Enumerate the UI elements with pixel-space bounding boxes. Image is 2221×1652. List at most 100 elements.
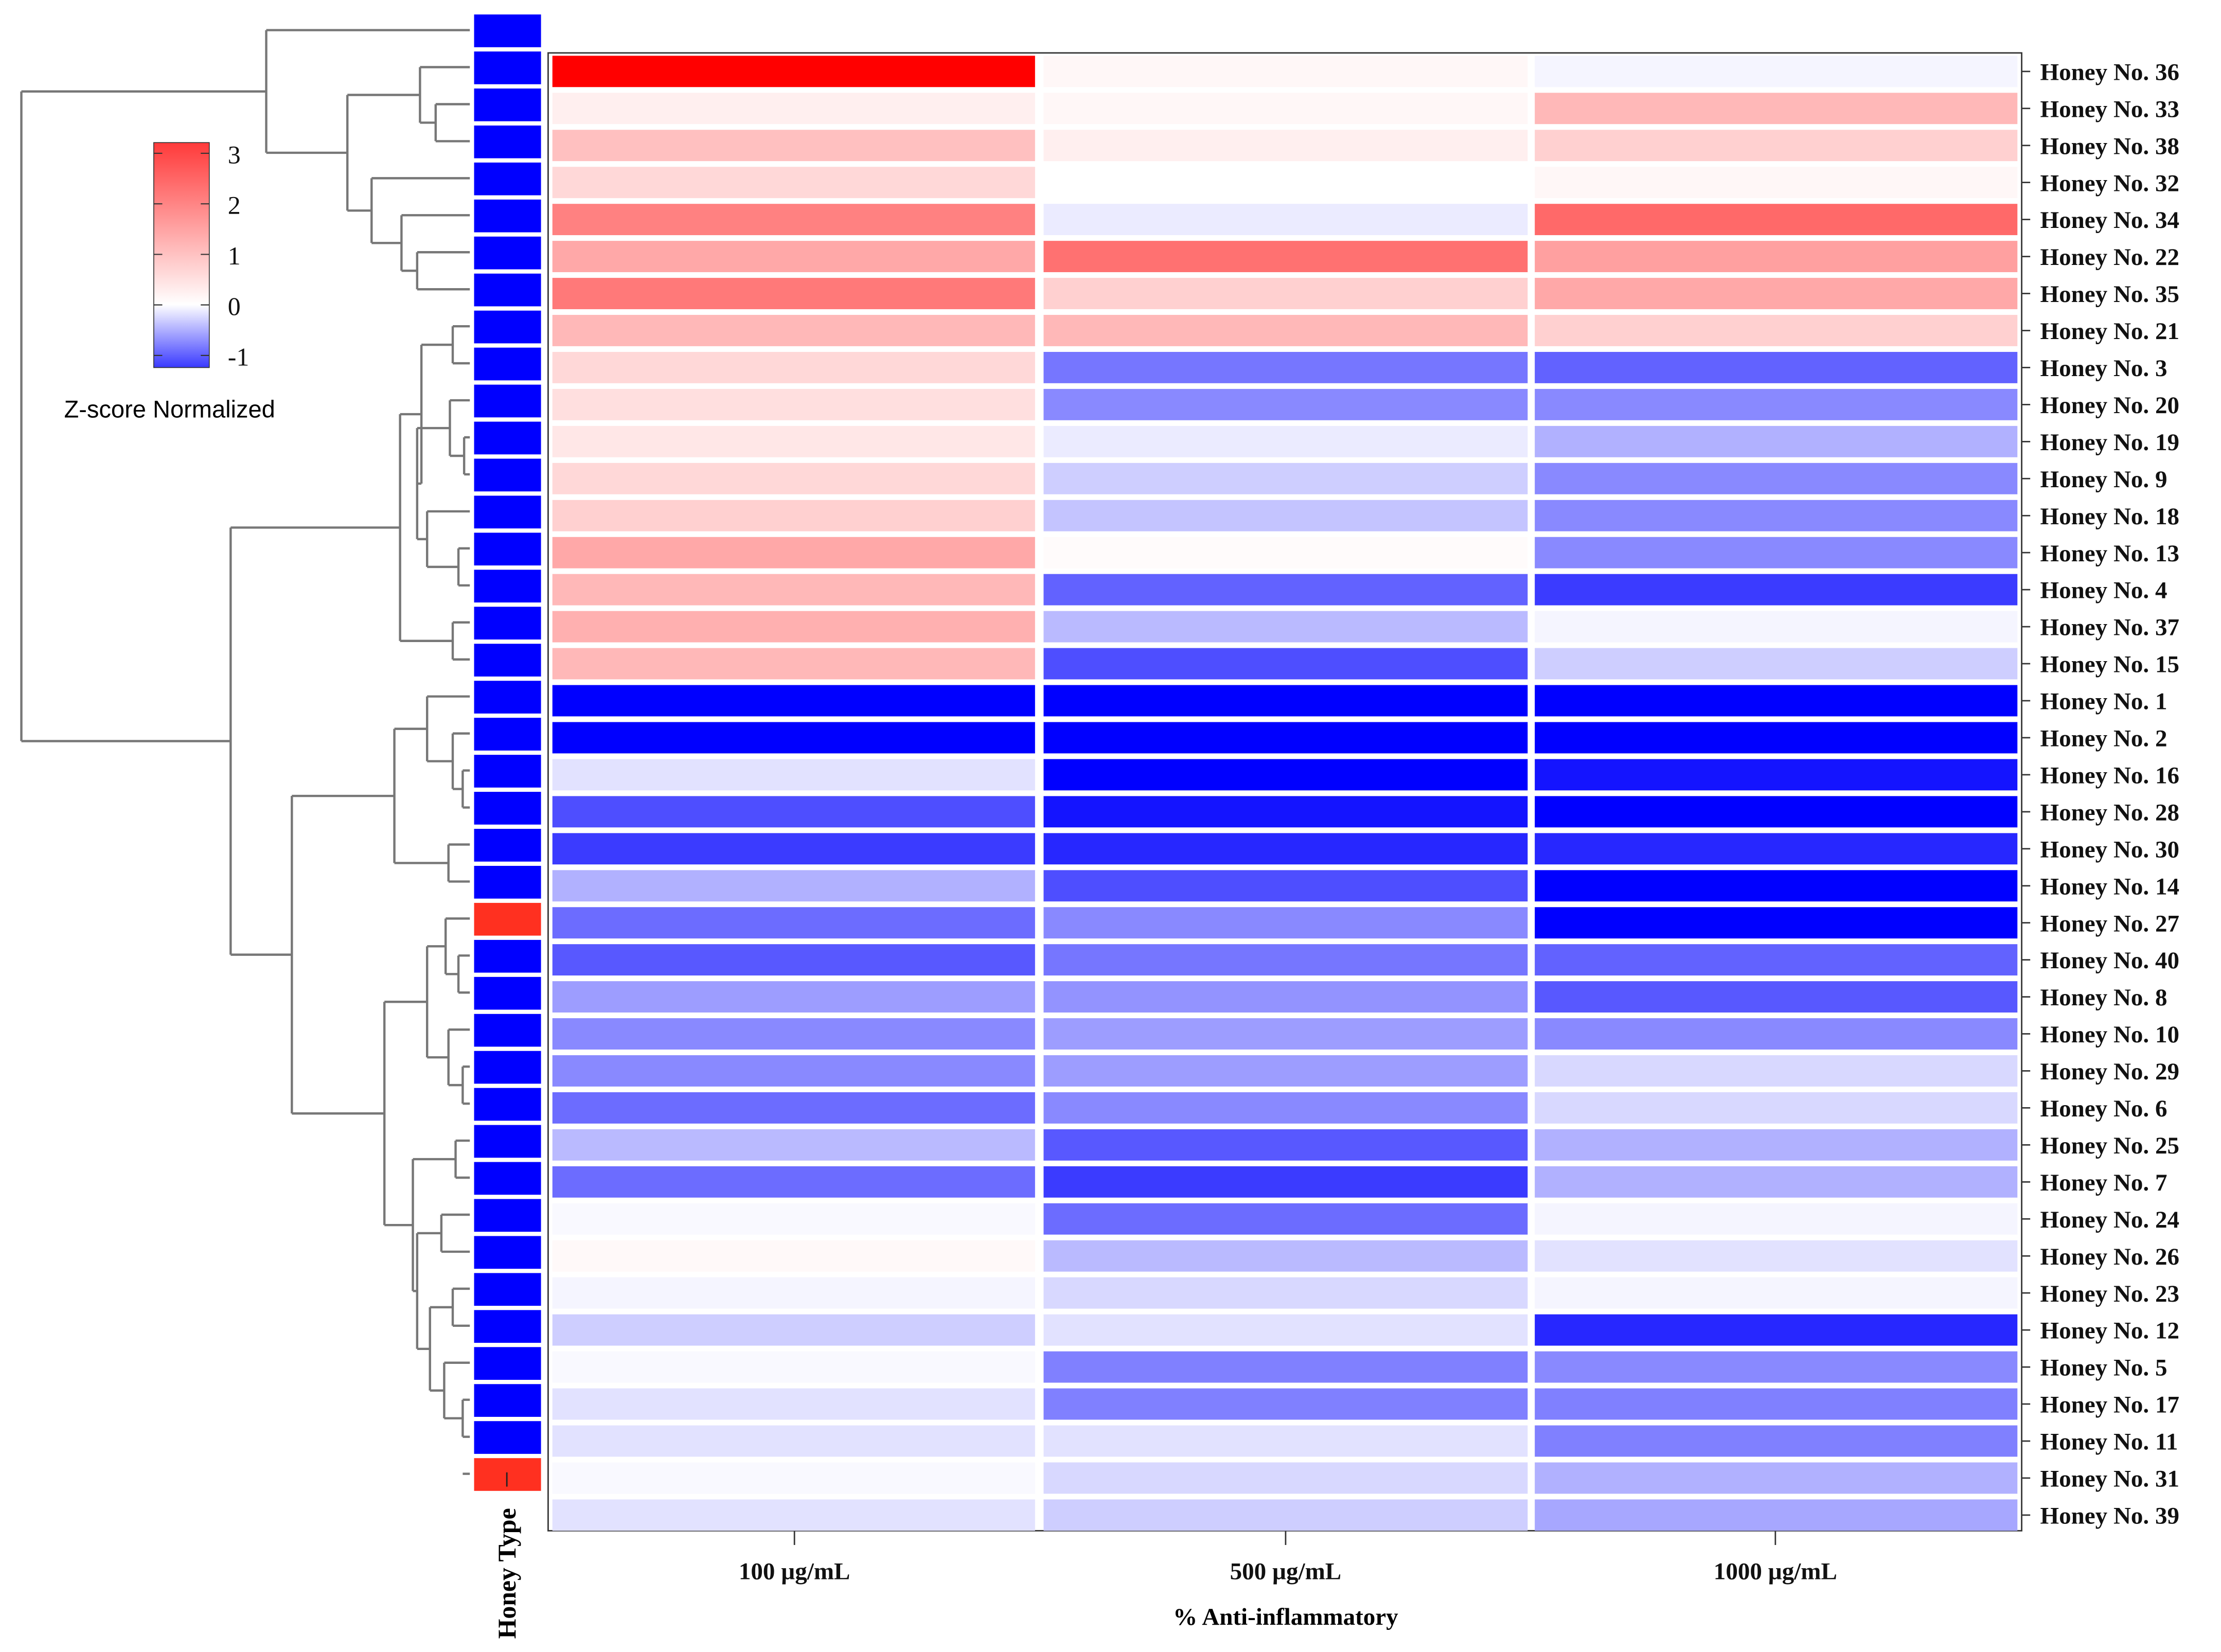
heatmap-cell	[552, 648, 1035, 680]
row-label: Honey No. 6	[2040, 1095, 2167, 1122]
column-labels: 100 µg/mL 500 µg/mL 1000 µg/mL	[739, 1531, 1837, 1585]
honey-type-box	[474, 1162, 541, 1195]
heatmap-cell	[1535, 1277, 2018, 1309]
heatmap-cell	[1043, 1462, 1528, 1494]
honey-type-box	[474, 1051, 541, 1084]
heatmap-cell	[1535, 278, 2018, 309]
honey-type-box	[474, 310, 541, 344]
heatmap-cell	[1043, 56, 1528, 87]
heatmap-cell	[1043, 1425, 1528, 1457]
honey-type-box	[474, 1310, 541, 1343]
heatmap-cell	[1043, 1240, 1528, 1272]
x-axis-label: % Anti-inflammatory	[1173, 1604, 1398, 1630]
row-label: Honey No. 40	[2040, 947, 2179, 974]
heatmap-cell	[1535, 500, 2018, 531]
heatmap-cell	[1535, 463, 2018, 494]
heatmap-cell	[1043, 870, 1528, 902]
heatmap-cell	[1535, 1018, 2018, 1050]
row-label: Honey No. 28	[2040, 799, 2179, 826]
honey-type-box	[474, 236, 541, 270]
heatmap-cell	[1535, 204, 2018, 236]
heatmap-cell	[1535, 1314, 2018, 1346]
heatmap-cell	[552, 167, 1035, 199]
plot-frame	[547, 52, 2022, 1532]
row-label: Honey No. 1	[2040, 688, 2167, 715]
heatmap-cell	[552, 1129, 1035, 1161]
heatmap-cell	[1535, 56, 2018, 87]
heatmap-cell	[1535, 944, 2018, 976]
legend-tick-label: -1	[228, 343, 249, 371]
honey-type-box	[474, 1347, 541, 1380]
row-label: Honey No. 38	[2040, 133, 2179, 159]
column-label: 1000 µg/mL	[1714, 1558, 1837, 1585]
heatmap-cell	[1535, 1092, 2018, 1124]
honey-type-label: Honey Type	[493, 1508, 521, 1639]
heatmap-cell	[1535, 796, 2018, 828]
row-label: Honey No. 22	[2040, 244, 2179, 271]
honey-type-box	[474, 421, 541, 455]
honey-type-box	[474, 199, 541, 233]
legend-tick-label: 1	[228, 242, 241, 270]
heatmap-cell	[552, 241, 1035, 273]
heatmap-cell	[1043, 278, 1528, 309]
heatmap-cell	[1043, 1314, 1528, 1346]
row-labels: Honey No. 36 Honey No. 33 Honey No. 38 Hone…	[2021, 59, 2179, 1529]
heatmap-cell	[552, 537, 1035, 569]
heatmap-cell	[1043, 611, 1528, 643]
row-dendrogram	[20, 29, 470, 1475]
honey-type-box	[474, 273, 541, 307]
honey-type-box	[474, 570, 541, 603]
heatmap-cell	[1043, 944, 1528, 976]
row-label: Honey No. 39	[2040, 1502, 2179, 1529]
heatmap-cell	[1535, 574, 2018, 606]
row-label: Honey No. 30	[2040, 836, 2179, 863]
heatmap-cell	[1535, 1499, 2018, 1531]
heatmap-cell	[1043, 1092, 1528, 1124]
legend-tick-label: 3	[228, 140, 241, 169]
heatmap-cell	[552, 611, 1035, 643]
honey-type-box	[474, 125, 541, 158]
row-label: Honey No. 23	[2040, 1281, 2179, 1307]
row-label: Honey No. 33	[2040, 96, 2179, 122]
heatmap-cell	[1043, 1203, 1528, 1235]
honey-type-box	[474, 829, 541, 862]
heatmap-cell	[1535, 388, 2018, 420]
heatmap-cell	[552, 315, 1035, 346]
heatmap-cell	[1043, 463, 1528, 494]
column-label: 100 µg/mL	[739, 1558, 850, 1585]
heatmap-cell	[1043, 351, 1528, 383]
heatmap-cell	[1535, 1055, 2018, 1087]
honey-type-box	[474, 162, 541, 196]
honey-type-box	[474, 495, 541, 529]
legend-gradient-bar	[153, 142, 210, 368]
heatmap-cell	[1043, 648, 1528, 680]
honey-type-box	[474, 644, 541, 677]
legend-title: Z-score Normalized	[64, 395, 275, 422]
legend-tick-label: 0	[228, 292, 241, 321]
heatmap-cell	[1535, 315, 2018, 346]
heatmap-cell	[552, 130, 1035, 162]
row-label: Honey No. 11	[2040, 1429, 2178, 1455]
heatmap-cell	[552, 981, 1035, 1013]
row-label: Honey No. 2	[2040, 725, 2167, 752]
honey-type-box	[474, 681, 541, 714]
heatmap-cell	[1043, 907, 1528, 939]
heatmap-cell	[1535, 1462, 2018, 1494]
heatmap-cell	[552, 1277, 1035, 1309]
heatmap-cell	[552, 722, 1035, 754]
honey-type-box	[474, 718, 541, 751]
heatmap-cell	[552, 204, 1035, 236]
honey-type-box	[474, 1384, 541, 1417]
heatmap-cell	[1043, 167, 1528, 199]
heatmap-cell	[1535, 611, 2018, 643]
row-label: Honey No. 18	[2040, 503, 2179, 530]
heatmap-cell	[1535, 759, 2018, 791]
honey-type-box	[474, 939, 541, 973]
heatmap-cell	[552, 93, 1035, 125]
row-label: Honey No. 20	[2040, 392, 2179, 419]
heatmap-cell	[1535, 1166, 2018, 1198]
row-label: Honey No. 3	[2040, 355, 2167, 382]
row-label: Honey No. 27	[2040, 910, 2179, 937]
heatmap-cell	[552, 1351, 1035, 1383]
